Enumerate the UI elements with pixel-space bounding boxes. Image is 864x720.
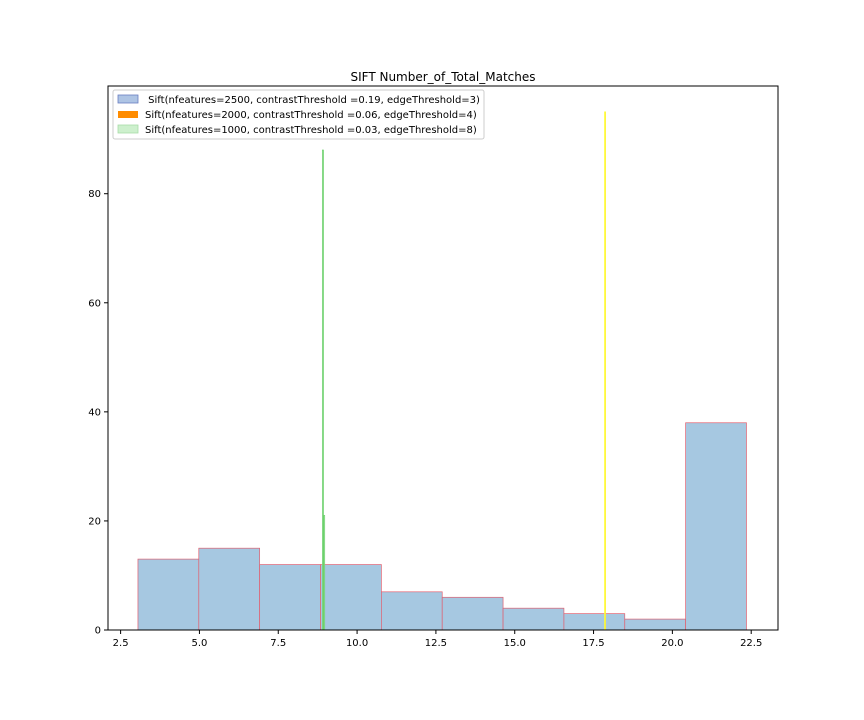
legend-swatch-1	[117, 94, 139, 104]
y-tick-label: 0	[95, 626, 101, 637]
histogram-bar	[137, 558, 200, 631]
x-axis: 2.5 5.0 7.5 10.0 12.5 15.0 17.5 20.0 22.5	[113, 630, 762, 649]
histogram-bar	[563, 613, 626, 631]
histogram-bar	[502, 607, 565, 631]
histogram-bar	[624, 618, 686, 631]
x-tick-label: 20.0	[661, 638, 683, 649]
legend-label-2: Sift(nfeatures=2000, contrastThreshold =…	[145, 110, 477, 121]
y-tick-label: 40	[88, 407, 101, 418]
x-tick-label: 22.5	[740, 638, 762, 649]
histogram-bar	[259, 564, 321, 631]
series-3-bar	[323, 515, 326, 631]
bars-group	[137, 422, 747, 631]
histogram-bar	[198, 547, 261, 631]
axes-frame	[107, 85, 779, 631]
y-tick-label: 60	[88, 298, 101, 309]
legend: Sift(nfeatures=2500, contrastThreshold =…	[112, 89, 485, 140]
legend-swatch-3	[117, 124, 139, 134]
histogram-bar	[320, 564, 382, 631]
chart-title: SIFT Number_of_Total_Matches	[350, 70, 535, 84]
x-tick-label: 7.5	[270, 638, 286, 649]
legend-label-1: Sift(nfeatures=2500, contrastThreshold =…	[145, 95, 480, 106]
y-axis: 0 20 40 60 80	[88, 189, 108, 637]
x-tick-label: 15.0	[504, 638, 526, 649]
histogram-bar	[685, 422, 747, 631]
series-2-bar	[604, 111, 606, 631]
x-tick-label: 17.5	[582, 638, 604, 649]
x-tick-label: 2.5	[113, 638, 129, 649]
x-tick-label: 12.5	[425, 638, 447, 649]
x-tick-label: 10.0	[346, 638, 368, 649]
legend-box	[112, 89, 485, 140]
histogram-bar	[441, 596, 504, 631]
x-tick-label: 5.0	[191, 638, 207, 649]
series-3-bar	[321, 149, 324, 631]
y-tick-label: 80	[88, 189, 101, 200]
y-tick-label: 20	[88, 516, 101, 527]
legend-swatch-2	[118, 111, 138, 118]
histogram-bar	[381, 591, 443, 631]
legend-label-3: Sift(nfeatures=1000, contrastThreshold =…	[145, 125, 477, 136]
